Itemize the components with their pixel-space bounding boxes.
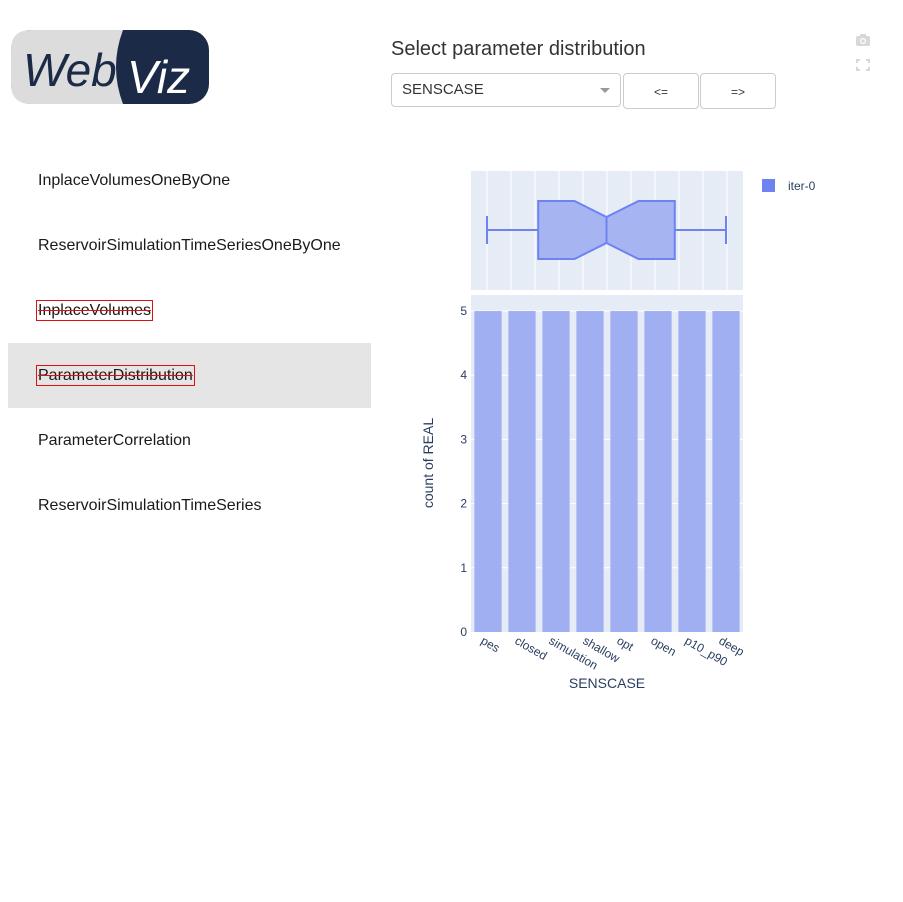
sidebar-nav: InplaceVolumesOneByOne ReservoirSimulati… bbox=[8, 148, 371, 538]
sidebar-item-label: InplaceVolumesOneByOne bbox=[38, 172, 231, 189]
histogram-plot-area bbox=[471, 295, 743, 632]
sidebar-item-parameter-correlation[interactable]: ParameterCorrelation bbox=[8, 408, 371, 473]
x-tick-label: pes bbox=[479, 633, 503, 655]
box-plot-area bbox=[471, 171, 743, 290]
camera-icon[interactable] bbox=[855, 33, 871, 47]
y-tick-label: 2 bbox=[460, 497, 467, 511]
bar bbox=[576, 311, 604, 632]
chevron-down-icon[interactable] bbox=[600, 88, 610, 93]
legend-swatch[interactable] bbox=[762, 179, 775, 192]
sidebar-item-reservoir-simulation-time-series[interactable]: ReservoirSimulationTimeSeries bbox=[8, 473, 371, 538]
parameter-select-value: SENSCASE bbox=[402, 81, 484, 98]
sidebar-item-label: InplaceVolumes bbox=[36, 300, 153, 321]
x-axis-label: SENSCASE bbox=[569, 675, 645, 691]
sidebar-item-inplace-volumes[interactable]: InplaceVolumes bbox=[8, 278, 371, 343]
sidebar-item-label: ParameterCorrelation bbox=[38, 432, 191, 449]
y-tick-label: 5 bbox=[460, 304, 467, 318]
legend-entry[interactable]: iter-0 bbox=[788, 179, 816, 193]
y-axis-label: count of REAL bbox=[420, 418, 436, 508]
sidebar-item-label: ReservoirSimulationTimeSeries bbox=[38, 497, 262, 514]
previous-parameter-button[interactable]: <= bbox=[623, 73, 699, 109]
sidebar-item-reservoir-simulation-time-series-one-by-one[interactable]: ReservoirSimulationTimeSeriesOneByOne bbox=[8, 213, 371, 278]
sidebar-item-parameter-distribution[interactable]: ParameterDistribution bbox=[8, 343, 371, 408]
x-tick-label: p10_p90 bbox=[683, 633, 731, 669]
y-tick-label: 0 bbox=[460, 625, 467, 639]
webviz-logo: Web Viz bbox=[11, 30, 209, 104]
y-tick-label: 3 bbox=[460, 432, 467, 446]
bar bbox=[610, 311, 638, 632]
sidebar-item-label: ReservoirSimulationTimeSeriesOneByOne bbox=[38, 237, 341, 254]
bar bbox=[542, 311, 570, 632]
bar bbox=[712, 311, 740, 632]
logo-web-text: Web bbox=[23, 44, 117, 96]
panel-title: Select parameter distribution bbox=[391, 38, 646, 60]
parameter-select[interactable]: SENSCASE bbox=[391, 73, 621, 107]
next-parameter-button[interactable]: => bbox=[700, 73, 776, 109]
x-tick-label: opt bbox=[615, 633, 637, 654]
box-body bbox=[537, 200, 676, 260]
bar bbox=[474, 311, 502, 632]
x-tick-label: shallow bbox=[581, 633, 623, 665]
y-tick-label: 4 bbox=[460, 368, 467, 382]
bar bbox=[508, 311, 536, 632]
x-tick-label: simulation bbox=[547, 633, 601, 672]
sidebar-item-label: ParameterDistribution bbox=[36, 365, 195, 386]
x-tick-label: closed bbox=[513, 633, 550, 662]
y-tick-label: 1 bbox=[460, 561, 467, 575]
bar bbox=[678, 311, 706, 632]
logo-viz-text: Viz bbox=[127, 51, 190, 103]
fullscreen-icon[interactable] bbox=[855, 58, 871, 72]
x-tick-label: open bbox=[649, 633, 679, 658]
bar bbox=[644, 311, 672, 632]
x-tick-label: deep bbox=[717, 633, 747, 659]
sidebar-item-inplace-volumes-one-by-one[interactable]: InplaceVolumesOneByOne bbox=[8, 148, 371, 213]
